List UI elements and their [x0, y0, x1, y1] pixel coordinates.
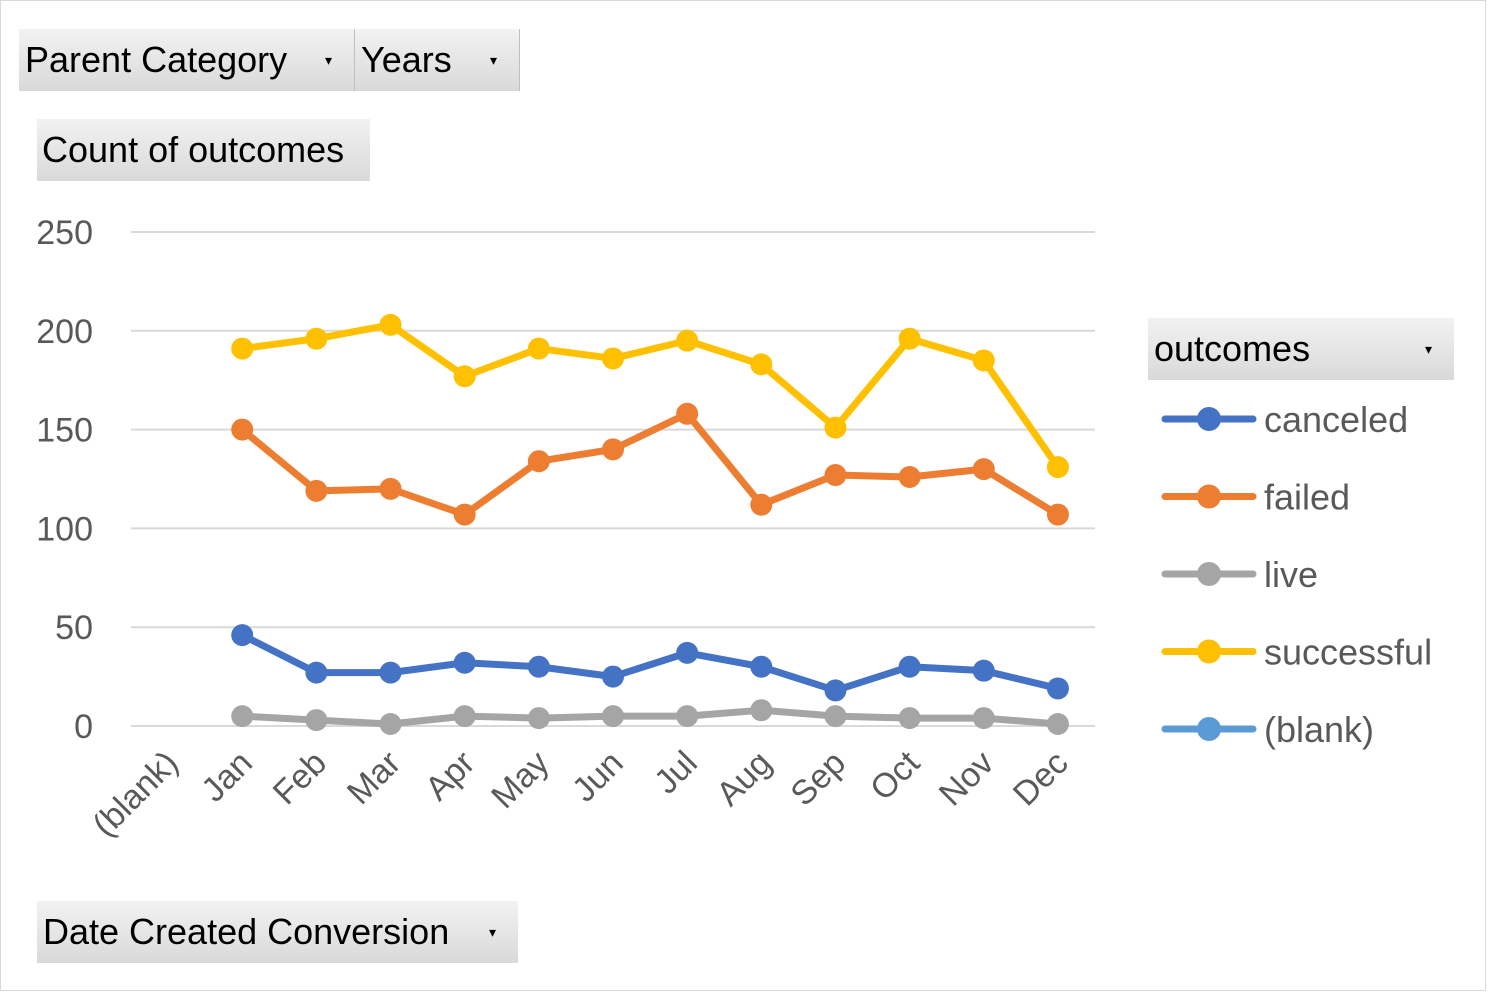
data-point-canceled: [453, 651, 476, 674]
data-point-successful: [750, 353, 773, 376]
series-line-live: [238, 706, 1062, 728]
legend-label-successful: successful: [1264, 632, 1432, 673]
x-tick-label: Jun: [565, 744, 631, 810]
data-point-failed: [676, 402, 699, 425]
data-point-canceled: [305, 661, 328, 684]
data-point-live: [305, 709, 328, 732]
data-point-canceled: [379, 661, 402, 684]
data-point-failed: [824, 464, 847, 487]
y-tick-label: 0: [74, 708, 93, 746]
x-tick-label: Sep: [783, 744, 853, 814]
data-point-failed: [602, 438, 624, 461]
legend-marker-canceled: [1197, 407, 1221, 431]
outcomes-field-label: outcomes: [1154, 328, 1311, 369]
data-point-live: [231, 705, 254, 728]
legend-marker-successful: [1197, 639, 1221, 664]
series-line-canceled: [238, 631, 1062, 694]
data-point-canceled: [898, 655, 921, 678]
x-tick-label: May: [484, 744, 556, 816]
data-point-failed: [527, 450, 550, 473]
data-point-canceled: [676, 641, 699, 664]
chevron-down-icon: ▾: [324, 52, 332, 68]
date-created-conversion-axis-button[interactable]: Date Created Conversion ▾: [37, 901, 518, 963]
data-point-canceled: [750, 655, 773, 678]
data-point-canceled: [1046, 677, 1069, 700]
x-tick-label: Oct: [863, 743, 928, 808]
data-point-canceled: [231, 624, 254, 647]
data-point-failed: [231, 418, 254, 441]
y-tick-label: 100: [36, 510, 93, 548]
legend-marker-live: [1197, 562, 1221, 586]
data-point-failed: [972, 458, 995, 481]
data-point-live: [750, 699, 773, 722]
legend-marker-blank: [1197, 717, 1221, 741]
x-tick-label: Apr: [418, 744, 482, 808]
data-point-successful: [676, 329, 699, 352]
x-tick-label: (blank): [85, 744, 185, 844]
data-point-canceled: [972, 659, 995, 682]
data-point-live: [379, 713, 402, 736]
data-point-live: [1046, 713, 1069, 736]
x-tick-label: Dec: [1006, 744, 1076, 814]
data-point-successful: [379, 313, 402, 336]
data-point-successful: [898, 327, 921, 350]
y-tick-label: 200: [36, 313, 93, 351]
data-point-successful: [305, 327, 328, 350]
data-point-successful: [824, 416, 847, 439]
x-tick-label: Feb: [266, 744, 334, 812]
x-tick-label: Mar: [340, 744, 408, 812]
chevron-down-icon: ▾: [489, 52, 497, 68]
axis-field-label: Date Created Conversion: [43, 911, 450, 952]
y-tick-label: 150: [36, 412, 93, 450]
x-tick-label: Aug: [709, 744, 779, 814]
years-label: Years: [361, 39, 452, 80]
data-point-failed: [1046, 503, 1069, 526]
legend-label-canceled: canceled: [1264, 399, 1408, 440]
data-point-live: [676, 705, 699, 728]
data-point-failed: [305, 479, 328, 502]
data-point-failed: [379, 477, 402, 500]
x-tick-label: Jan: [194, 744, 260, 810]
years-filter-button[interactable]: Years ▾: [355, 29, 520, 91]
data-point-successful: [453, 365, 476, 388]
legend-label-live: live: [1264, 554, 1318, 595]
data-point-live: [824, 705, 847, 728]
chevron-down-icon: ▾: [1424, 341, 1432, 357]
series-line-failed: [238, 410, 1062, 519]
outcomes-legend-field-button[interactable]: outcomes ▾: [1148, 318, 1454, 380]
data-point-live: [527, 707, 550, 730]
data-point-failed: [750, 493, 773, 516]
value-field-label: Count of outcomes: [42, 129, 345, 170]
data-point-successful: [602, 347, 624, 370]
data-point-canceled: [527, 655, 550, 678]
x-tick-label: Jul: [647, 744, 705, 802]
data-point-canceled: [602, 665, 624, 688]
value-field-button[interactable]: Count of outcomes: [37, 119, 370, 181]
legend-label-failed: failed: [1264, 477, 1350, 518]
data-point-canceled: [824, 679, 847, 702]
chevron-down-icon: ▾: [488, 924, 496, 940]
data-point-live: [898, 707, 921, 730]
y-tick-label: 50: [55, 609, 93, 647]
data-point-successful: [1046, 456, 1069, 479]
data-point-live: [972, 707, 995, 730]
data-point-successful: [231, 337, 254, 360]
legend-label-blank: (blank): [1264, 709, 1374, 750]
x-tick-label: Nov: [932, 744, 1002, 814]
data-point-successful: [972, 349, 995, 372]
series-line-successful: [238, 321, 1062, 471]
data-point-live: [602, 705, 624, 728]
data-point-successful: [527, 337, 550, 360]
data-point-failed: [898, 466, 921, 489]
data-point-live: [453, 705, 476, 728]
data-point-failed: [453, 503, 476, 526]
parent-category-filter-button[interactable]: Parent Category ▾: [19, 29, 355, 91]
parent-category-label: Parent Category: [25, 39, 288, 80]
y-tick-label: 250: [36, 214, 93, 252]
legend-marker-failed: [1197, 484, 1221, 509]
